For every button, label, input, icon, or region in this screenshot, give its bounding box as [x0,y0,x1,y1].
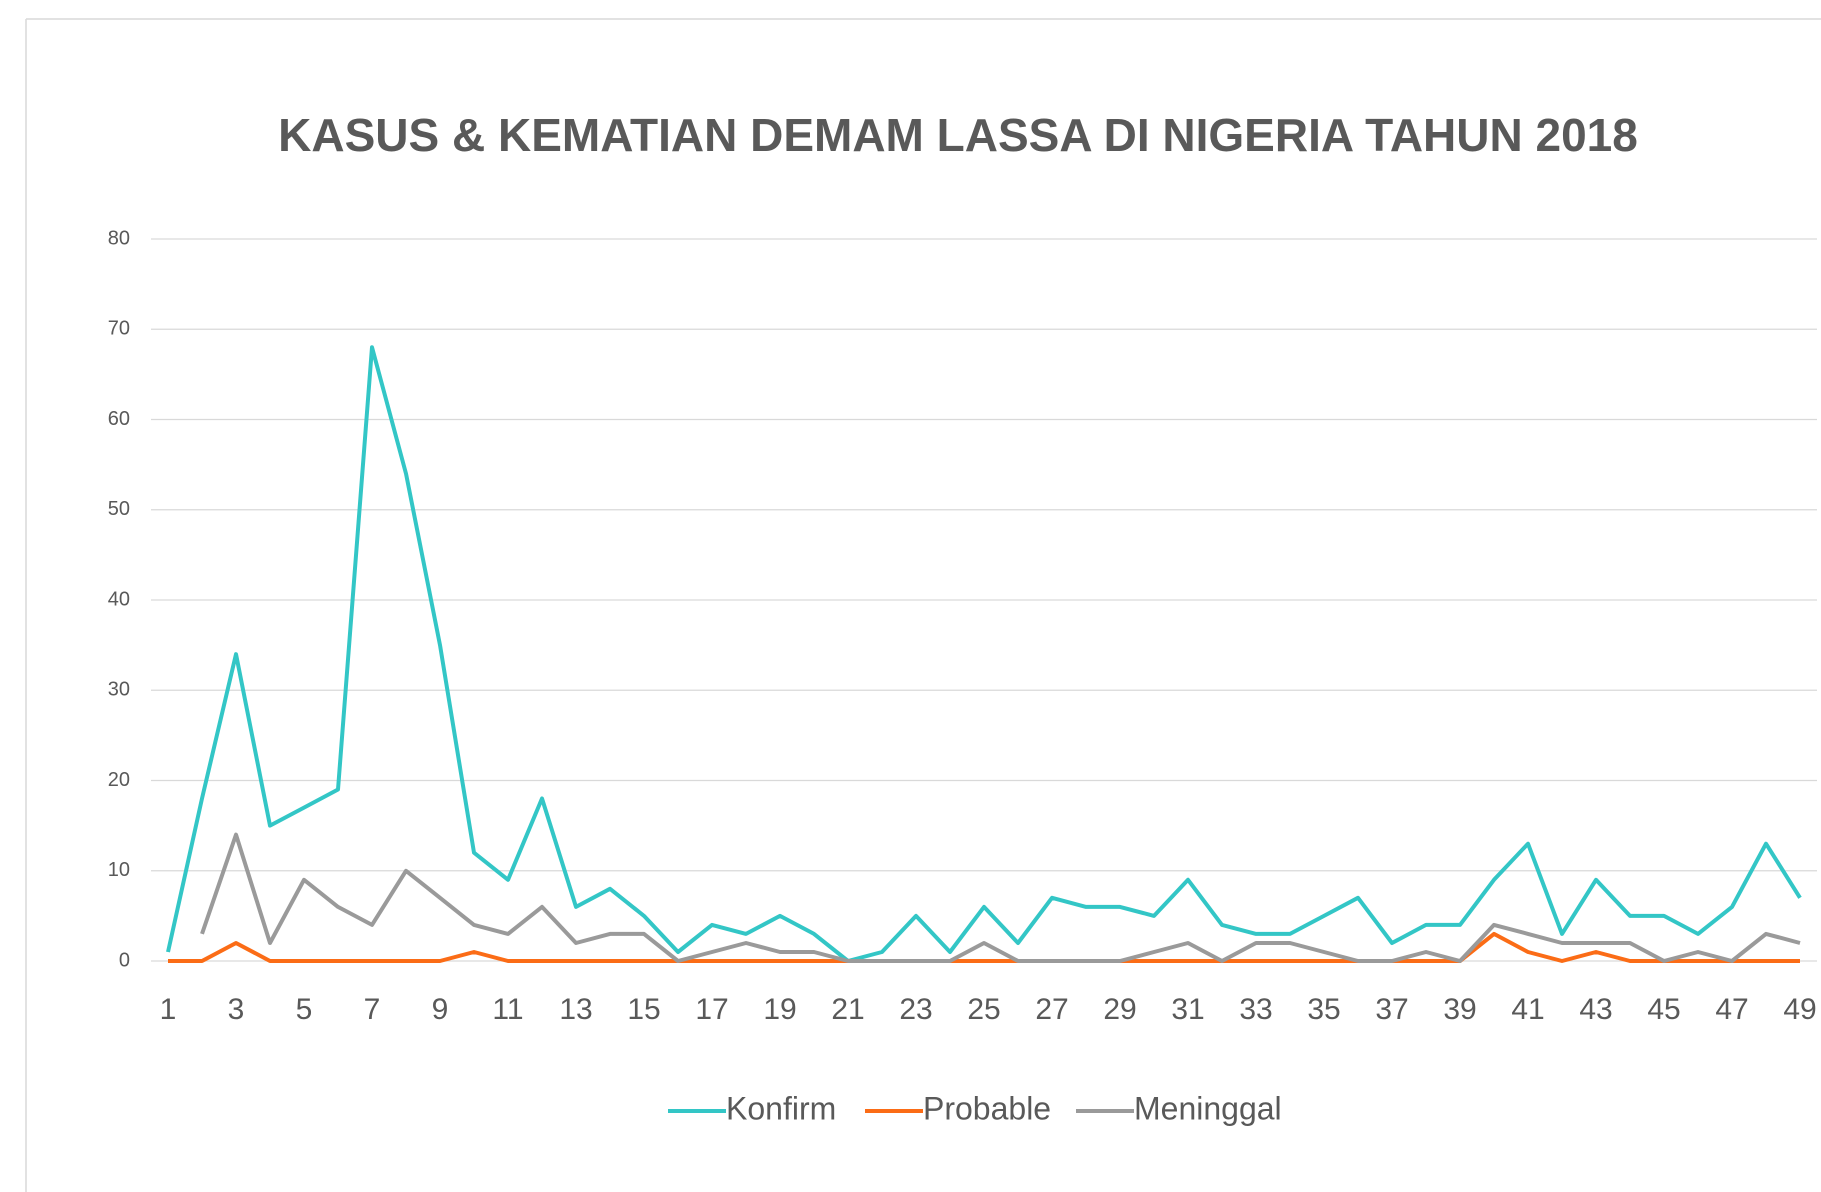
x-tick-label: 13 [559,993,592,1026]
x-tick-label: 31 [1171,993,1204,1026]
legend-label: Probable [923,1090,1051,1126]
x-tick-label: 9 [432,993,449,1026]
x-tick-label: 47 [1715,993,1748,1026]
x-tick-label: 39 [1443,993,1476,1026]
y-tick-label: 10 [108,859,130,881]
y-tick-label: 30 [108,679,130,701]
series-line [200,832,1801,963]
y-tick-label: 0 [119,949,130,971]
x-tick-label: 11 [492,993,523,1026]
y-tick-label: 60 [108,408,130,430]
y-tick-label: 40 [108,588,130,610]
y-tick-label: 70 [108,318,130,340]
x-tick-label: 27 [1035,993,1068,1026]
x-tick-label: 49 [1783,993,1816,1026]
x-tick-label: 29 [1103,993,1136,1026]
x-tick-label: 33 [1239,993,1272,1026]
legend-label: Konfirm [726,1090,836,1126]
x-tick-label: 45 [1647,993,1680,1026]
y-tick-label: 80 [108,227,130,249]
x-tick-label: 43 [1579,993,1612,1026]
x-tick-label: 25 [967,993,1000,1026]
x-tick-label: 5 [296,993,313,1026]
x-tick-label: 23 [899,993,932,1026]
x-tick-label: 1 [160,993,177,1026]
y-tick-label: 50 [108,498,130,520]
series-line [166,345,1802,963]
x-tick-label: 37 [1375,993,1408,1026]
x-tick-label: 7 [364,993,381,1026]
chart-title: KASUS & KEMATIAN DEMAM LASSA DI NIGERIA … [278,109,1638,161]
x-tick-label: 15 [627,993,660,1026]
legend-label: Meninggal [1134,1090,1282,1126]
series-line [168,931,1800,963]
x-tick-label: 41 [1511,993,1544,1026]
x-tick-label: 35 [1307,993,1340,1026]
x-tick-label: 3 [228,993,245,1026]
x-tick-label: 19 [763,993,796,1026]
x-tick-label: 17 [695,993,728,1026]
x-tick-label: 21 [831,993,864,1026]
y-tick-label: 20 [108,769,130,791]
